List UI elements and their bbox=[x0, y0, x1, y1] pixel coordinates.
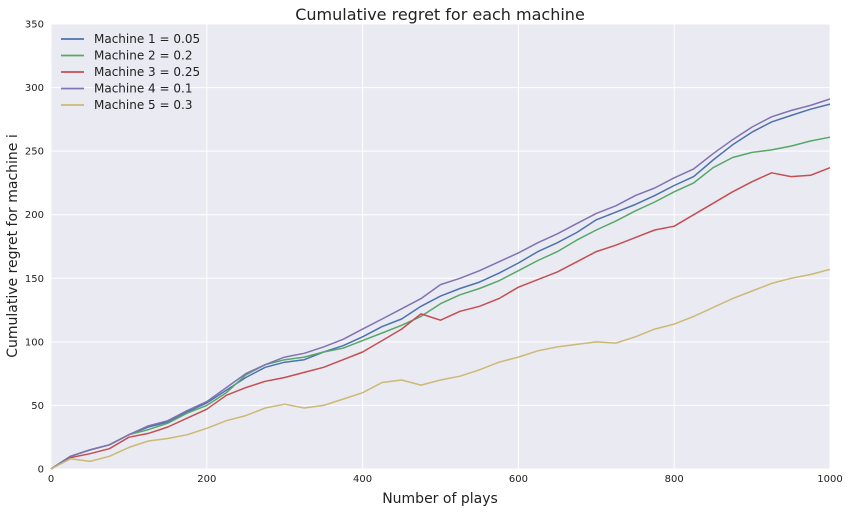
y-tick-label: 200 bbox=[25, 210, 44, 221]
grid-lines bbox=[50, 23, 831, 470]
y-tick-label: 100 bbox=[25, 337, 44, 348]
series-line-machine-4 bbox=[50, 98, 831, 470]
series-line-machine-2 bbox=[50, 136, 831, 470]
legend: Machine 1 = 0.05 Machine 2 = 0.2 Machine 3… bbox=[61, 32, 200, 112]
legend-label-machine-5: Machine 5 = 0.3 bbox=[94, 98, 192, 112]
x-tick-label: 800 bbox=[665, 474, 684, 485]
y-tick-label: 50 bbox=[31, 401, 44, 412]
y-tick-labels: 0 50 100 150 200 250 300 350 bbox=[25, 20, 44, 476]
y-tick-label: 150 bbox=[25, 274, 44, 285]
y-axis-title: Cumulative regret for machine i bbox=[5, 134, 21, 358]
x-tick-label: 0 bbox=[48, 474, 54, 485]
y-tick-label: 250 bbox=[25, 147, 44, 158]
legend-label-machine-2: Machine 2 = 0.2 bbox=[94, 49, 192, 63]
legend-label-machine-3: Machine 3 = 0.25 bbox=[94, 65, 200, 79]
y-tick-label: 300 bbox=[25, 83, 44, 94]
x-axis-title: Number of plays bbox=[382, 491, 498, 507]
legend-label-machine-1: Machine 1 = 0.05 bbox=[94, 32, 200, 46]
series-line-machine-1 bbox=[50, 103, 831, 470]
series-line-machine-3 bbox=[50, 167, 831, 470]
x-tick-labels: 0 200 400 600 800 1000 bbox=[48, 474, 843, 485]
x-tick-label: 1000 bbox=[817, 474, 842, 485]
x-tick-label: 200 bbox=[197, 474, 216, 485]
x-tick-label: 400 bbox=[353, 474, 372, 485]
legend-label-machine-4: Machine 4 = 0.1 bbox=[94, 82, 192, 96]
y-tick-label: 350 bbox=[25, 20, 44, 31]
chart-title: Cumulative regret for each machine bbox=[295, 5, 585, 24]
plot-background bbox=[51, 24, 830, 469]
series-line-machine-5 bbox=[50, 268, 831, 470]
series-lines bbox=[50, 98, 831, 470]
y-tick-label: 0 bbox=[38, 465, 44, 476]
x-tick-label: 600 bbox=[509, 474, 528, 485]
